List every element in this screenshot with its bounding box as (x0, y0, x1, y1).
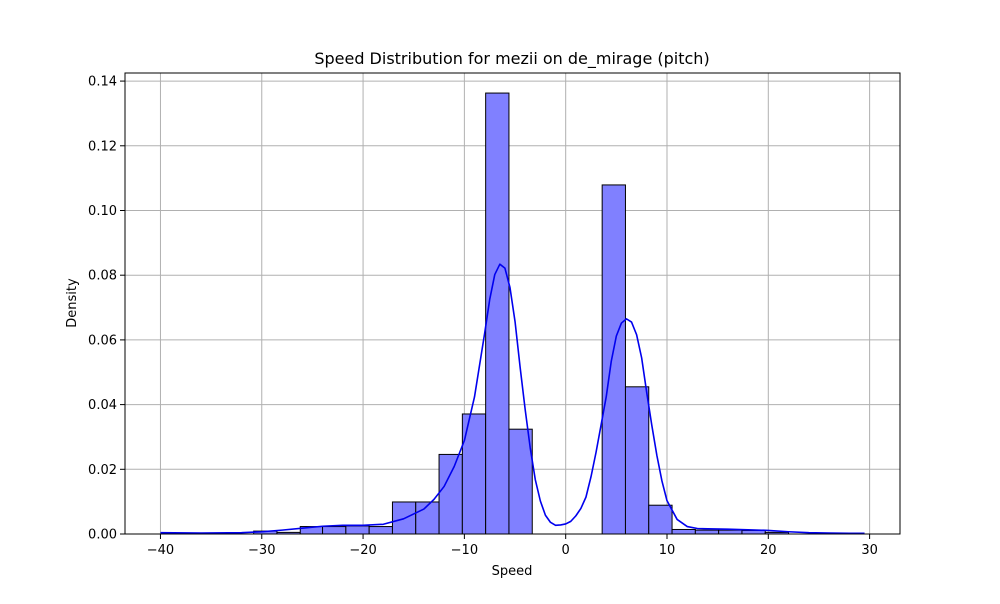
axis-ticks: −40 −30 −20 −10 0 10 20 30 0.00 0.02 0.04 0.06 0.08 0… (88, 75, 878, 558)
kde-curve (160, 263, 865, 535)
histogram-bar (345, 525, 370, 535)
histogram-bar (322, 526, 347, 535)
chart-title: Speed Distribution for mezii on de_mirag… (314, 49, 709, 69)
x-tick-label: 20 (760, 543, 777, 558)
histogram-bar (624, 386, 650, 535)
histogram-bar (694, 529, 720, 535)
y-tick-label: 0.04 (88, 398, 117, 413)
histogram-bar (648, 504, 673, 535)
y-tick-label: 0.02 (88, 463, 117, 478)
x-axis-label: Speed (492, 564, 533, 579)
y-tick-label: 0.06 (88, 333, 117, 348)
kde-curve-group (160, 263, 865, 535)
y-tick-label: 0.00 (88, 528, 117, 543)
x-tick-label: 0 (562, 543, 570, 558)
y-axis-label: Density (65, 278, 80, 328)
x-tick-label: 10 (659, 543, 676, 558)
x-tick-label: 30 (861, 543, 878, 558)
grid-lines (125, 73, 900, 535)
histogram-bar (718, 529, 743, 535)
histogram-bar (601, 184, 626, 535)
histogram-bar (508, 428, 533, 535)
x-tick-label: −40 (147, 543, 174, 558)
y-tick-label: 0.12 (88, 139, 117, 154)
x-tick-label: −10 (451, 543, 478, 558)
histogram-bar (438, 453, 463, 535)
y-tick-label: 0.10 (88, 204, 117, 219)
x-tick-label: −20 (349, 543, 376, 558)
histogram-bars (253, 92, 790, 535)
plot-frame (124, 72, 901, 535)
y-tick-label: 0.08 (88, 269, 117, 284)
x-tick-label: −30 (248, 543, 275, 558)
histogram-bar (671, 528, 696, 535)
y-tick-label: 0.14 (88, 75, 117, 90)
histogram-bar (368, 526, 393, 535)
histogram-bar (485, 92, 510, 535)
